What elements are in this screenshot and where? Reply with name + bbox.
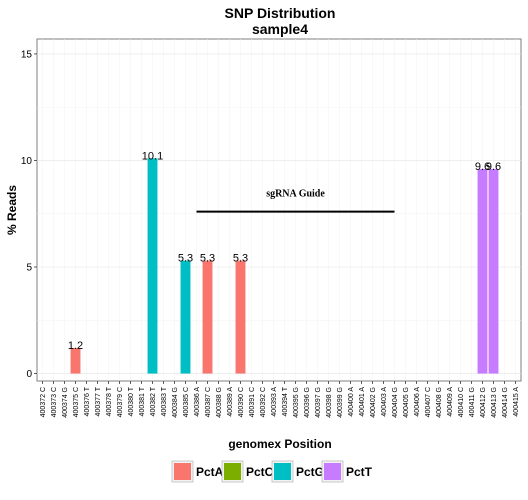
x-tick-label: 400401 A	[359, 387, 366, 417]
x-tick-label: 400377 T	[95, 386, 102, 416]
bar	[202, 260, 213, 374]
x-tick-label: 400408 G	[436, 387, 443, 418]
x-tick-label: 400384 G	[172, 387, 179, 418]
sgrna-guide-label: sgRNA Guide	[266, 189, 325, 200]
legend-key-swatch	[224, 463, 241, 480]
x-tick-label: 400407 C	[425, 387, 432, 417]
x-tick-label: 400396 G	[304, 387, 311, 418]
x-tick-label: 400397 G	[315, 387, 322, 418]
data-label: 9.6	[475, 161, 490, 173]
x-tick-label: 400373 C	[51, 387, 58, 417]
x-tick-label: 400399 G	[337, 387, 344, 418]
x-tick-label: 400412 G	[480, 387, 487, 418]
x-tick-label: 400402 G	[370, 387, 377, 418]
plot-panel	[36, 38, 522, 382]
x-tick-label: 400375 C	[73, 387, 80, 417]
legend-label: PctA	[196, 465, 224, 479]
x-tick-label: 400391 C	[249, 387, 256, 417]
chart-subtitle: sample4	[252, 21, 308, 37]
legend-key-swatch	[274, 463, 291, 480]
bar	[488, 168, 499, 374]
x-tick-label: 400411 G	[469, 387, 476, 417]
x-tick-label: 400415 A	[513, 387, 520, 417]
y-tick-label: 10	[21, 156, 33, 167]
legend-label: PctC	[246, 465, 274, 479]
data-label: 10.1	[142, 150, 163, 162]
x-tick-label: 400405 G	[403, 387, 410, 418]
bar	[180, 260, 191, 374]
bar	[235, 260, 246, 374]
x-axis-title: genomex Position	[228, 437, 331, 451]
bar	[147, 158, 158, 374]
data-label: 5.3	[200, 253, 215, 265]
x-tick-label: 400392 C	[260, 387, 267, 417]
x-tick-label: 400381 T	[139, 386, 146, 416]
data-label: 9.6	[486, 161, 501, 173]
y-tick-label: 0	[26, 369, 32, 380]
annotations: sgRNA Guide	[196, 189, 395, 213]
legend-label: PctT	[346, 465, 373, 479]
legend-key-swatch	[324, 463, 341, 480]
x-tick-label: 400390 C	[238, 387, 245, 417]
y-axis-title: % Reads	[5, 185, 19, 235]
x-tick-label: 400372 C	[40, 387, 47, 417]
x-tick-label: 400374 G	[62, 387, 69, 418]
bar	[477, 168, 488, 374]
legend-label: PctG	[296, 465, 324, 479]
x-tick-label: 400394 T	[282, 386, 289, 416]
x-tick-label: 400389 A	[227, 387, 234, 417]
data-label: 5.3	[178, 253, 193, 265]
x-tick-label: 400380 T	[128, 386, 135, 416]
data-labels: 1.2 5.3 5.3 10.1 5.3 9.69.6	[68, 150, 501, 352]
x-tick-label: 400387 C	[205, 387, 212, 417]
x-tick-label: 400382 T	[150, 386, 157, 416]
x-tick-label: 400376 T	[84, 386, 91, 416]
x-tick-label: 400398 G	[326, 387, 333, 418]
x-tick-label: 400414 G	[502, 387, 509, 418]
x-tick-label: 400395 G	[293, 387, 300, 418]
chart-title: SNP Distribution	[225, 5, 336, 21]
x-axis: 400372 C 400373 C 400374 G 400375 C 400376 T…	[40, 381, 520, 418]
x-tick-label: 400403 A	[381, 387, 388, 417]
data-label: 5.3	[233, 253, 248, 265]
x-tick-label: 400413 G	[491, 387, 498, 418]
x-tick-label: 400409 A	[447, 387, 454, 417]
x-tick-label: 400379 C	[117, 387, 124, 417]
y-tick-label: 5	[26, 263, 32, 274]
x-tick-label: 400378 T	[106, 386, 113, 416]
legend: PctA PctC PctG PctT	[171, 460, 373, 483]
x-tick-label: 400383 T	[161, 386, 168, 416]
legend-key-swatch	[174, 463, 191, 480]
x-tick-label: 400386 A	[194, 387, 201, 417]
x-tick-label: 400385 C	[183, 387, 190, 417]
y-axis: 0 5 10 15	[21, 49, 37, 380]
x-tick-label: 400400 A	[348, 387, 355, 417]
x-tick-label: 400404 G	[392, 387, 399, 418]
x-tick-label: 400393 A	[271, 387, 278, 417]
x-tick-label: 400410 C	[458, 387, 465, 417]
y-tick-label: 15	[21, 49, 33, 60]
data-label: 1.2	[68, 340, 83, 352]
bar	[70, 347, 81, 374]
x-tick-label: 400406 A	[414, 387, 421, 417]
bars	[70, 158, 499, 374]
x-tick-label: 400388 G	[216, 387, 223, 418]
